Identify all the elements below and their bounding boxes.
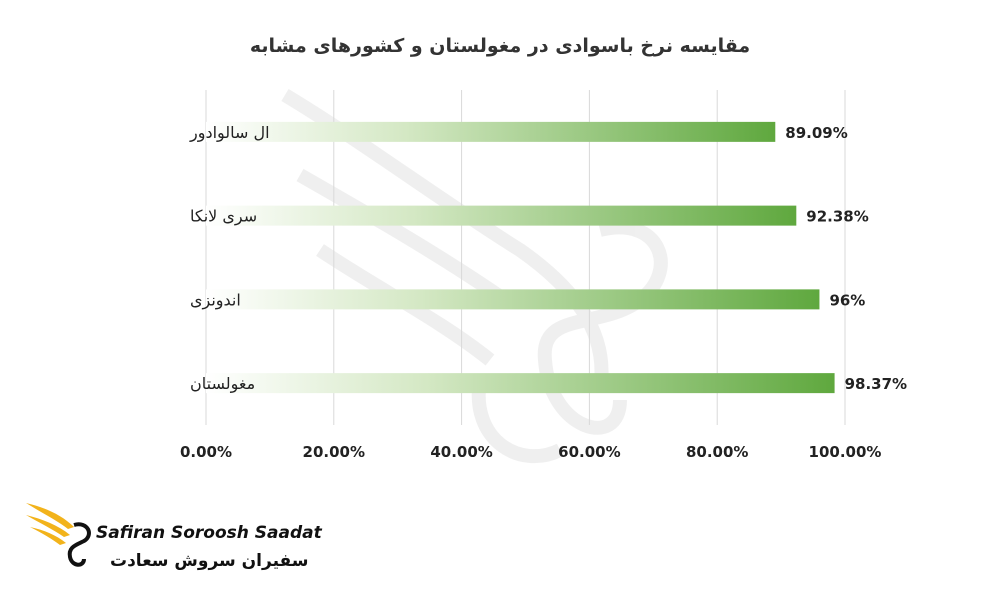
bar bbox=[206, 289, 820, 310]
value-label: 92.38% bbox=[806, 208, 868, 226]
bar bbox=[206, 121, 776, 142]
x-tick-label: 40.00% bbox=[430, 443, 492, 461]
x-tick-label: 20.00% bbox=[303, 443, 365, 461]
value-labels: 89.09% 92.38% 96% 98.37% bbox=[785, 124, 907, 393]
category-labels: ال سالوادور سری لانکا اندونزی مغولستان bbox=[189, 123, 270, 394]
value-label: 89.09% bbox=[785, 124, 847, 142]
brand-name-en: Safiran Soroosh Saadat bbox=[96, 523, 322, 543]
category-label: ال سالوادور bbox=[189, 123, 270, 143]
x-tick-label: 80.00% bbox=[686, 443, 748, 461]
x-tick-label: 100.00% bbox=[809, 443, 882, 461]
background-wing-watermark bbox=[281, 88, 668, 464]
category-label: اندونزی bbox=[190, 290, 241, 310]
x-axis-ticks: 0.00% 20.00% 40.00% 60.00% 80.00% 100.00% bbox=[180, 443, 881, 461]
bars bbox=[206, 121, 835, 394]
grid bbox=[205, 90, 846, 425]
x-tick-label: 0.00% bbox=[180, 443, 232, 461]
x-tick-label: 60.00% bbox=[558, 443, 620, 461]
bar bbox=[206, 205, 797, 226]
value-label: 98.37% bbox=[845, 375, 907, 393]
category-label: مغولستان bbox=[190, 374, 255, 394]
value-label: 96% bbox=[829, 291, 865, 309]
bar bbox=[206, 373, 835, 394]
phoenix-wing-icon bbox=[26, 503, 91, 567]
brand-name-fa: سفیران سروش سعادت bbox=[110, 551, 309, 571]
brand-logo: Safiran Soroosh Saadat سفیران سروش سعادت bbox=[22, 495, 322, 585]
chart-title: مقایسه نرخ باسوادی در مغولستان و کشورهای… bbox=[250, 35, 750, 57]
category-label: سری لانکا bbox=[190, 207, 257, 227]
